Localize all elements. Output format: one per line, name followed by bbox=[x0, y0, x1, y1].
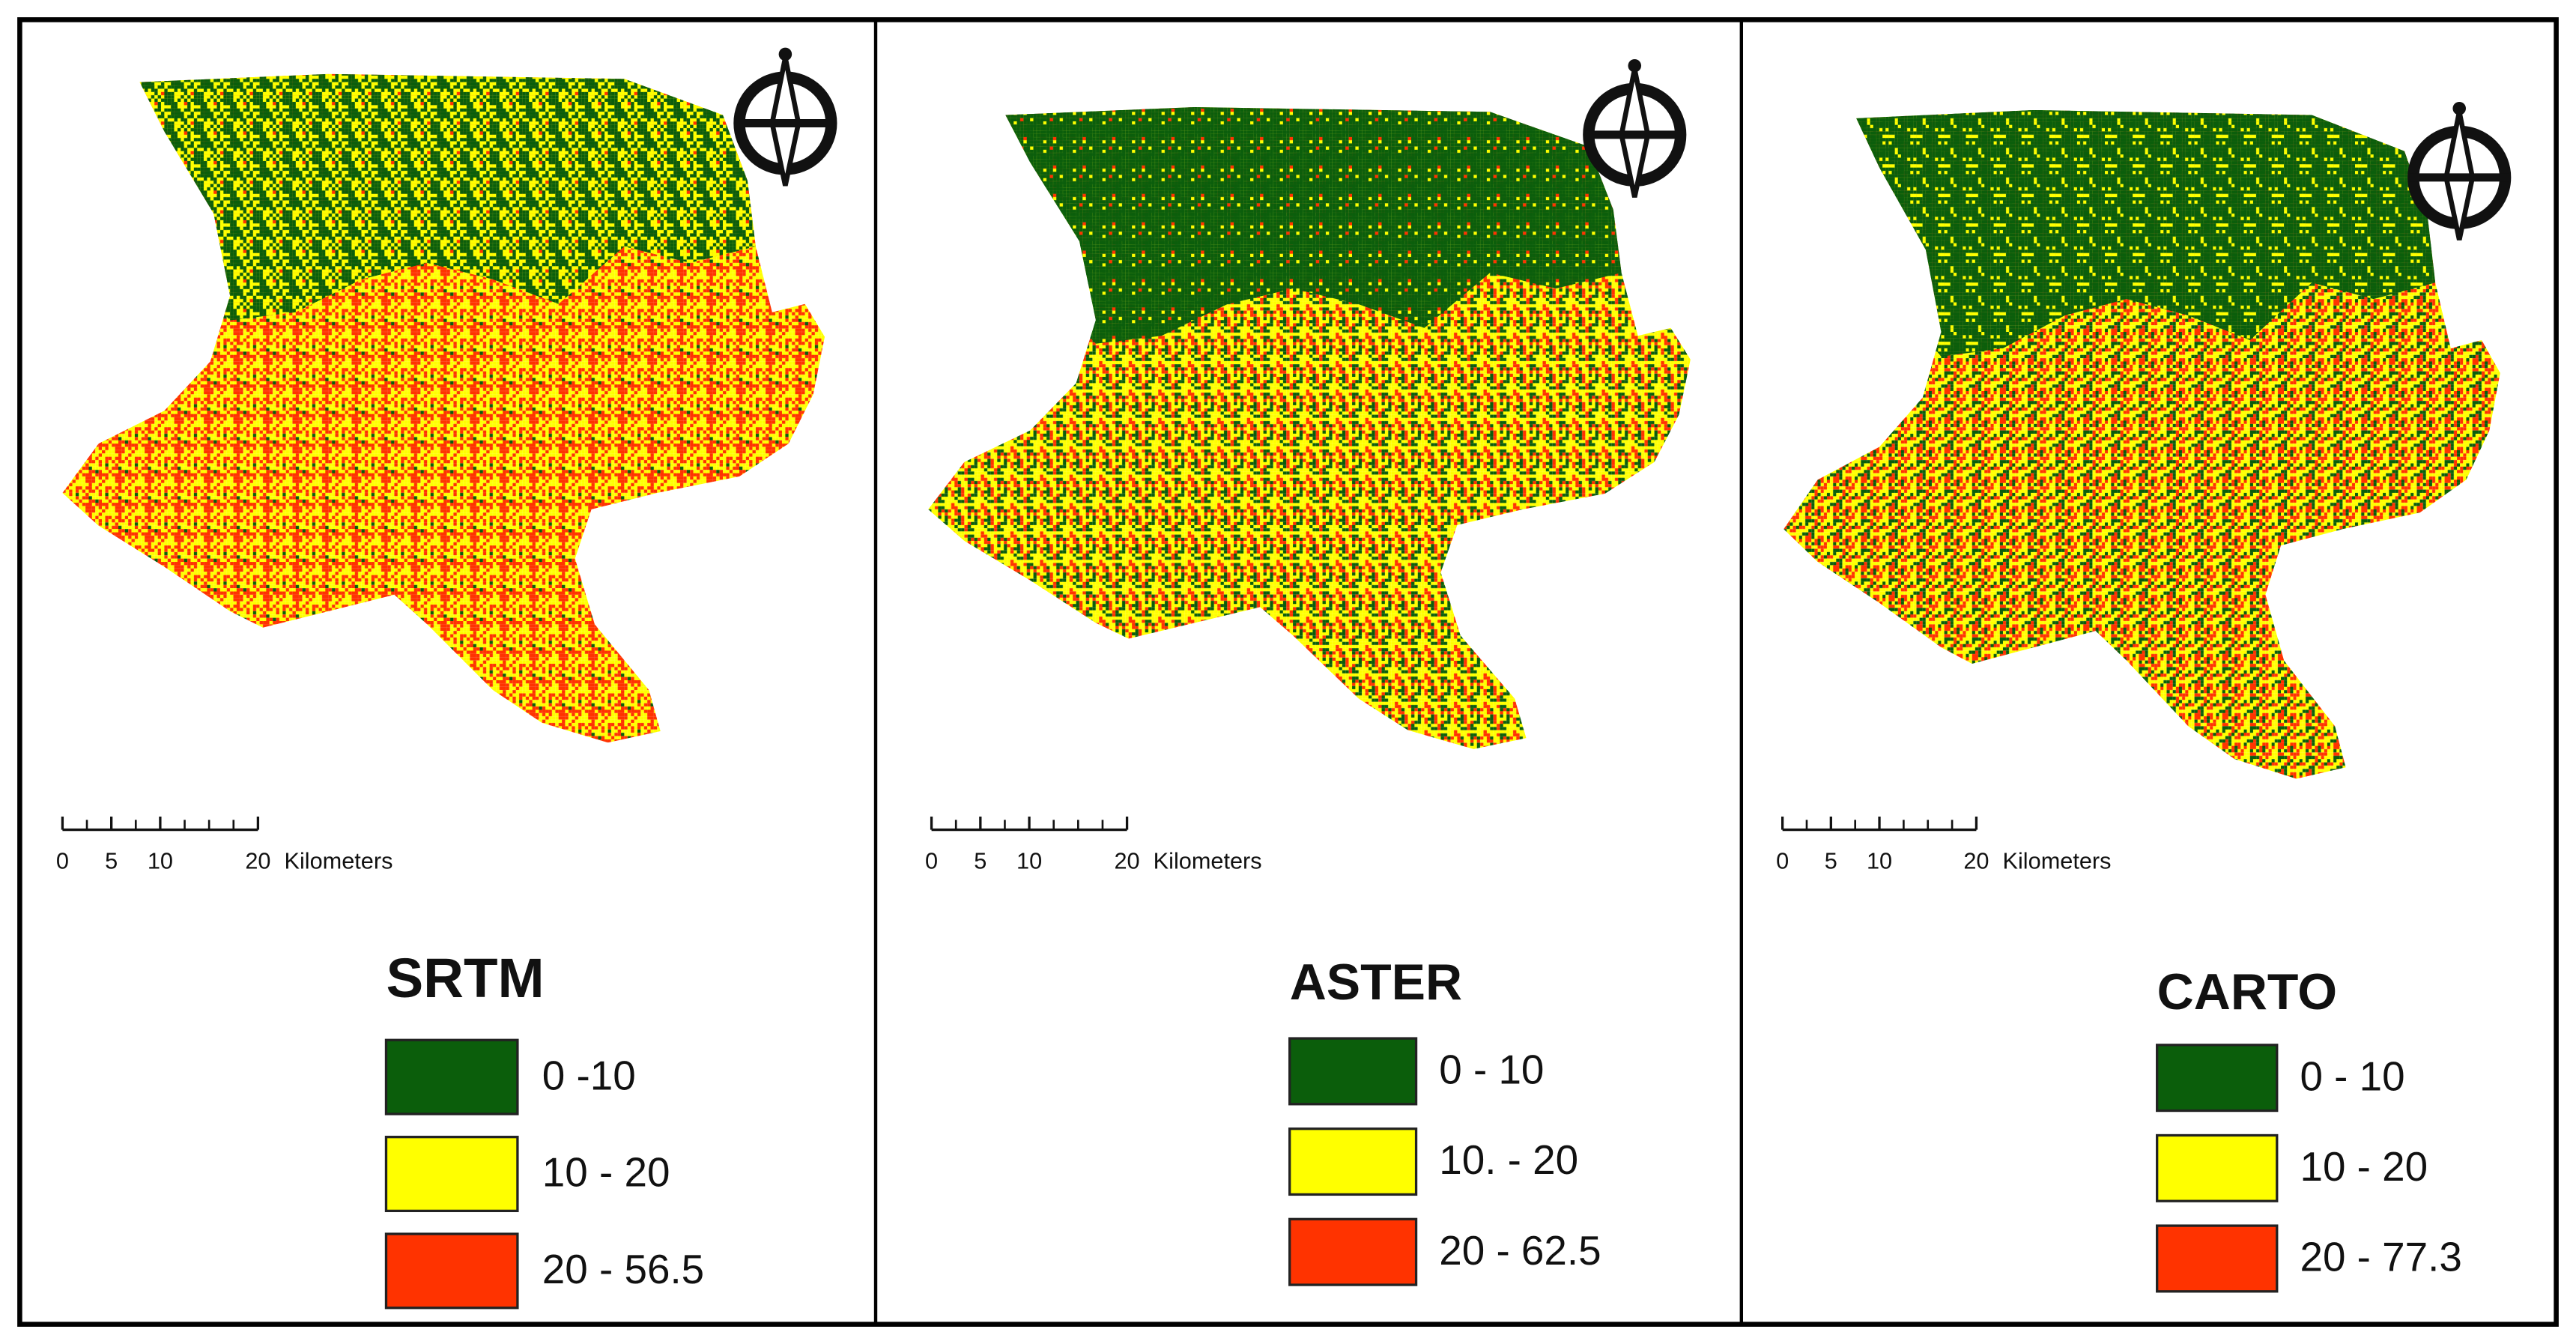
legend-swatch bbox=[2156, 1044, 2279, 1113]
scale-unit: Kilometers bbox=[2003, 848, 2112, 874]
map-north bbox=[997, 106, 1622, 344]
scale-label: 10 bbox=[1867, 848, 1892, 874]
legend-label: 0 -10 bbox=[542, 1052, 636, 1098]
scale-label: 5 bbox=[105, 848, 118, 874]
legend-swatch bbox=[1288, 1127, 1418, 1196]
scale-unit: Kilometers bbox=[1154, 848, 1262, 874]
legend-swatch bbox=[2156, 1224, 2279, 1293]
legend-swatch bbox=[384, 1232, 519, 1310]
north-arrow bbox=[733, 47, 837, 187]
legend-label: 10 - 20 bbox=[542, 1149, 670, 1196]
legend-title: ASTER bbox=[1290, 954, 1462, 1011]
north-arrow-tip bbox=[1628, 58, 1642, 73]
legend-label: 20 - 62.5 bbox=[1439, 1227, 1601, 1274]
legend-swatch bbox=[384, 1038, 519, 1116]
scale-label: 5 bbox=[1825, 848, 1837, 874]
legend-swatch bbox=[1288, 1217, 1418, 1286]
map-north bbox=[1848, 109, 2436, 357]
legend-label: 0 - 10 bbox=[2300, 1053, 2404, 1099]
north-arrow-tip bbox=[2452, 101, 2466, 115]
legend-label: 0 - 10 bbox=[1439, 1047, 1544, 1093]
legend-swatch bbox=[2156, 1133, 2279, 1202]
legend-label: 10. - 20 bbox=[1439, 1136, 1578, 1183]
frame bbox=[17, 17, 2559, 1327]
north-arrow bbox=[2407, 101, 2512, 240]
scale-label: 5 bbox=[974, 848, 987, 874]
legend-label: 20 - 77.3 bbox=[2300, 1234, 2461, 1280]
legend-title: SRTM bbox=[386, 947, 544, 1009]
legend-label: 10 - 20 bbox=[2300, 1143, 2428, 1190]
legend-label: 20 - 56.5 bbox=[542, 1246, 704, 1292]
legend-swatch bbox=[384, 1136, 519, 1212]
legend-title: CARTO bbox=[2157, 963, 2337, 1020]
scale-label: 10 bbox=[1016, 848, 1042, 874]
scale-label: 10 bbox=[148, 848, 173, 874]
map-north bbox=[131, 73, 756, 321]
scale-label: 0 bbox=[925, 848, 938, 874]
north-arrow-tip bbox=[778, 47, 793, 61]
legend-swatch bbox=[1288, 1037, 1418, 1106]
scale-label: 20 bbox=[245, 848, 270, 874]
scale-unit: Kilometers bbox=[284, 848, 393, 874]
scale-label: 20 bbox=[1115, 848, 1140, 874]
scale-label: 20 bbox=[1963, 848, 1989, 874]
north-arrow bbox=[1583, 58, 1687, 198]
scale-label: 0 bbox=[56, 848, 69, 874]
scale-label: 0 bbox=[1776, 848, 1789, 874]
